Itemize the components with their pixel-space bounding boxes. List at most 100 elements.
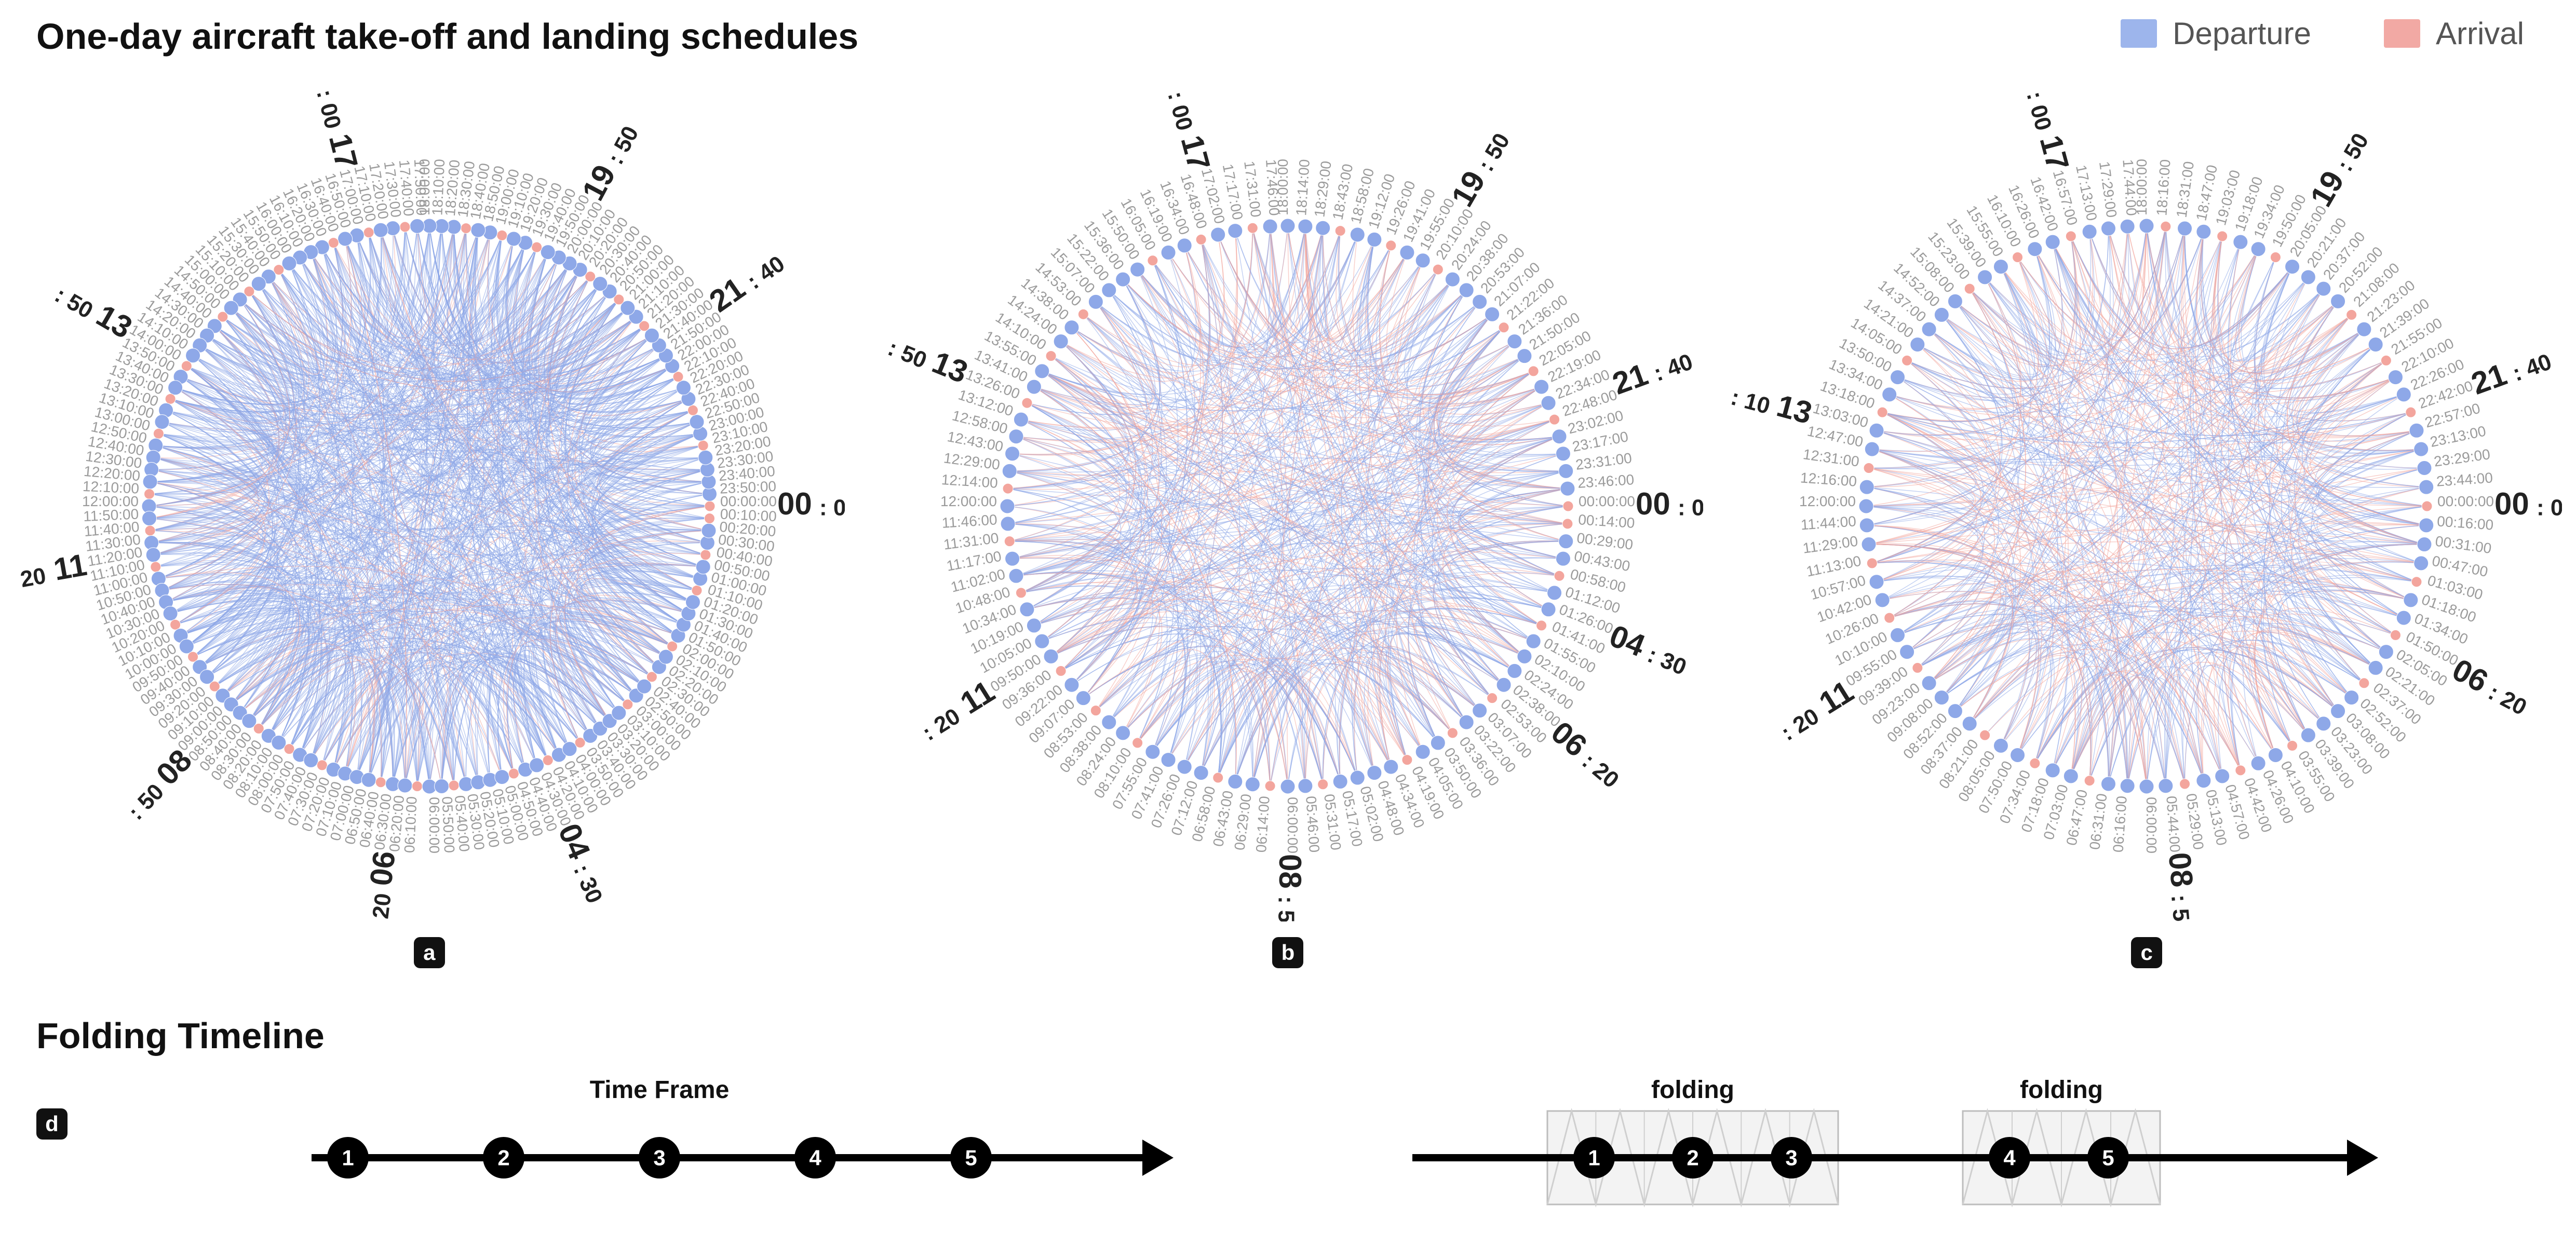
svg-text:4: 4: [2003, 1146, 2016, 1170]
svg-text:05:29:00: 05:29:00: [2183, 792, 2207, 850]
legend: Departure Arrival: [2121, 16, 2524, 51]
svg-text:11:29:00: 11:29:00: [1802, 533, 1859, 556]
svg-text:06:29:00: 06:29:00: [1232, 793, 1255, 851]
chart-row: 00:00:0000:10:0000:20:0000:30:0000:40:00…: [0, 83, 2576, 929]
svg-text:05:44:00: 05:44:00: [2163, 795, 2183, 853]
svg-text:Time Frame: Time Frame: [590, 1076, 730, 1104]
svg-text:11: 11: [51, 547, 89, 587]
svg-text:1: 1: [1588, 1146, 1600, 1170]
svg-text:06:14:00: 06:14:00: [1253, 795, 1273, 853]
svg-text:06:16:00: 06:16:00: [2110, 795, 2130, 853]
svg-text:12:00:00: 12:00:00: [940, 493, 997, 509]
svg-text:12:14:00: 12:14:00: [941, 471, 999, 491]
svg-text:5: 5: [2102, 1146, 2114, 1170]
svg-text:: 20: : 20: [918, 703, 965, 746]
legend-arrival: Arrival: [2384, 16, 2524, 51]
svg-text:: 20: : 20: [366, 892, 396, 922]
legend-arrival-label: Arrival: [2436, 16, 2524, 51]
chart-letter-c: c: [2131, 937, 2162, 968]
svg-text:: 20: : 20: [14, 563, 48, 594]
svg-text:00: 00: [777, 486, 812, 521]
svg-text:23:29:00: 23:29:00: [2433, 446, 2491, 470]
legend-departure: Departure: [2121, 16, 2311, 51]
svg-text:11:44:00: 11:44:00: [1800, 513, 1857, 533]
svg-text:2: 2: [497, 1146, 509, 1170]
svg-text:12:31:00: 12:31:00: [1802, 446, 1860, 470]
svg-text:17:29:00: 17:29:00: [2096, 160, 2120, 219]
svg-text:18:14:00: 18:14:00: [1293, 159, 1313, 216]
svg-text:5: 5: [965, 1146, 977, 1170]
svg-text:21: 21: [2467, 357, 2512, 401]
svg-text:: 50: : 50: [50, 282, 97, 323]
svg-text:06: 06: [363, 849, 402, 887]
svg-text:: 00: : 00: [1678, 495, 1703, 521]
svg-text:: 50: : 50: [1473, 129, 1515, 175]
svg-text:folding: folding: [2020, 1076, 2103, 1104]
svg-text:1: 1: [342, 1146, 354, 1170]
svg-text:3: 3: [653, 1146, 665, 1170]
svg-text:23:44:00: 23:44:00: [2436, 469, 2493, 489]
chart-letter-b: b: [1272, 937, 1303, 968]
chart-c: 00:00:0000:16:0000:31:0000:47:0001:03:00…: [1731, 91, 2562, 922]
svg-text:18:16:00: 18:16:00: [2153, 159, 2173, 216]
svg-text:: 40: : 40: [1651, 349, 1696, 386]
svg-text:18:00:00: 18:00:00: [2134, 159, 2150, 215]
svg-text:: 50: : 50: [2332, 129, 2373, 175]
svg-text:: 00: : 00: [2537, 495, 2562, 521]
svg-text:18:00:00: 18:00:00: [1275, 159, 1291, 215]
svg-text:00: 00: [1636, 486, 1670, 521]
timeline-left-svg: 1 2 3 4 5 Time Frame: [301, 1069, 1184, 1204]
timeline-right-svg: 12345foldingfolding: [1402, 1069, 2389, 1204]
svg-text:: 50: : 50: [123, 779, 169, 825]
chord-chart-a: 00:00:0000:10:0000:20:0000:30:0000:40:00…: [14, 91, 845, 922]
svg-text:23:46:00: 23:46:00: [1577, 471, 1635, 491]
svg-text:: 50: : 50: [1274, 896, 1299, 922]
svg-text:06:00:00: 06:00:00: [2143, 797, 2160, 853]
chart-a: 00:00:0000:10:0000:20:0000:30:0000:40:00…: [14, 91, 845, 922]
svg-text:: 50: : 50: [603, 122, 644, 169]
svg-text:17: 17: [2033, 131, 2076, 174]
legend-departure-label: Departure: [2173, 16, 2311, 51]
svg-text:19: 19: [2303, 165, 2351, 212]
svg-text:23:31:00: 23:31:00: [1575, 450, 1633, 472]
timeline-right: 12345foldingfolding: [1402, 1069, 2389, 1204]
svg-text:12:16:00: 12:16:00: [1800, 469, 1857, 489]
svg-text:00: 00: [2494, 486, 2529, 521]
svg-text:: 00: : 00: [819, 495, 845, 521]
svg-text:: 10: : 10: [1731, 384, 1773, 419]
svg-text:: 30: : 30: [1644, 642, 1690, 681]
svg-text:: 20: : 20: [1777, 703, 1824, 746]
svg-text:: 50: : 50: [2166, 893, 2195, 922]
svg-text:: 00: : 00: [1163, 91, 1198, 133]
folding-timeline-title: Folding Timeline: [36, 1015, 325, 1056]
chart-letter-d: d: [36, 1108, 68, 1140]
svg-text:05:46:00: 05:46:00: [1303, 795, 1323, 853]
svg-text:00:00:00: 00:00:00: [1579, 493, 1635, 509]
svg-text:: 00: : 00: [312, 91, 346, 131]
svg-text:13: 13: [928, 345, 973, 390]
svg-text:00:16:00: 00:16:00: [2436, 513, 2494, 533]
svg-text:06:31:00: 06:31:00: [2086, 792, 2110, 850]
svg-text:05:31:00: 05:31:00: [1321, 793, 1344, 851]
svg-text:23:50:00: 23:50:00: [719, 478, 776, 497]
svg-text:06:00:00: 06:00:00: [426, 797, 442, 853]
chart-letter-a: a: [414, 937, 445, 968]
svg-text:00:00:00: 00:00:00: [2437, 493, 2494, 509]
svg-text:08: 08: [1273, 854, 1308, 889]
timeline-left: 1 2 3 4 5 Time Frame: [301, 1069, 1184, 1204]
svg-text:: 40: : 40: [743, 251, 789, 294]
svg-text:: 00: : 00: [2021, 91, 2056, 133]
page-title: One-day aircraft take-off and landing sc…: [36, 16, 858, 57]
svg-text:00:31:00: 00:31:00: [2434, 533, 2492, 557]
svg-text:3: 3: [1785, 1146, 1797, 1170]
legend-departure-swatch: [2121, 19, 2157, 48]
svg-text:4: 4: [809, 1146, 821, 1170]
svg-text:12:29:00: 12:29:00: [943, 450, 1001, 472]
svg-text:: 40: : 40: [2510, 349, 2555, 386]
legend-arrival-swatch: [2384, 19, 2420, 48]
svg-text:: 50: : 50: [885, 335, 931, 373]
svg-text:: 30: : 30: [569, 861, 608, 907]
svg-text:18:31:00: 18:31:00: [2174, 160, 2197, 219]
svg-text:folding: folding: [1651, 1076, 1734, 1104]
svg-text:12:00:00: 12:00:00: [1799, 493, 1856, 509]
